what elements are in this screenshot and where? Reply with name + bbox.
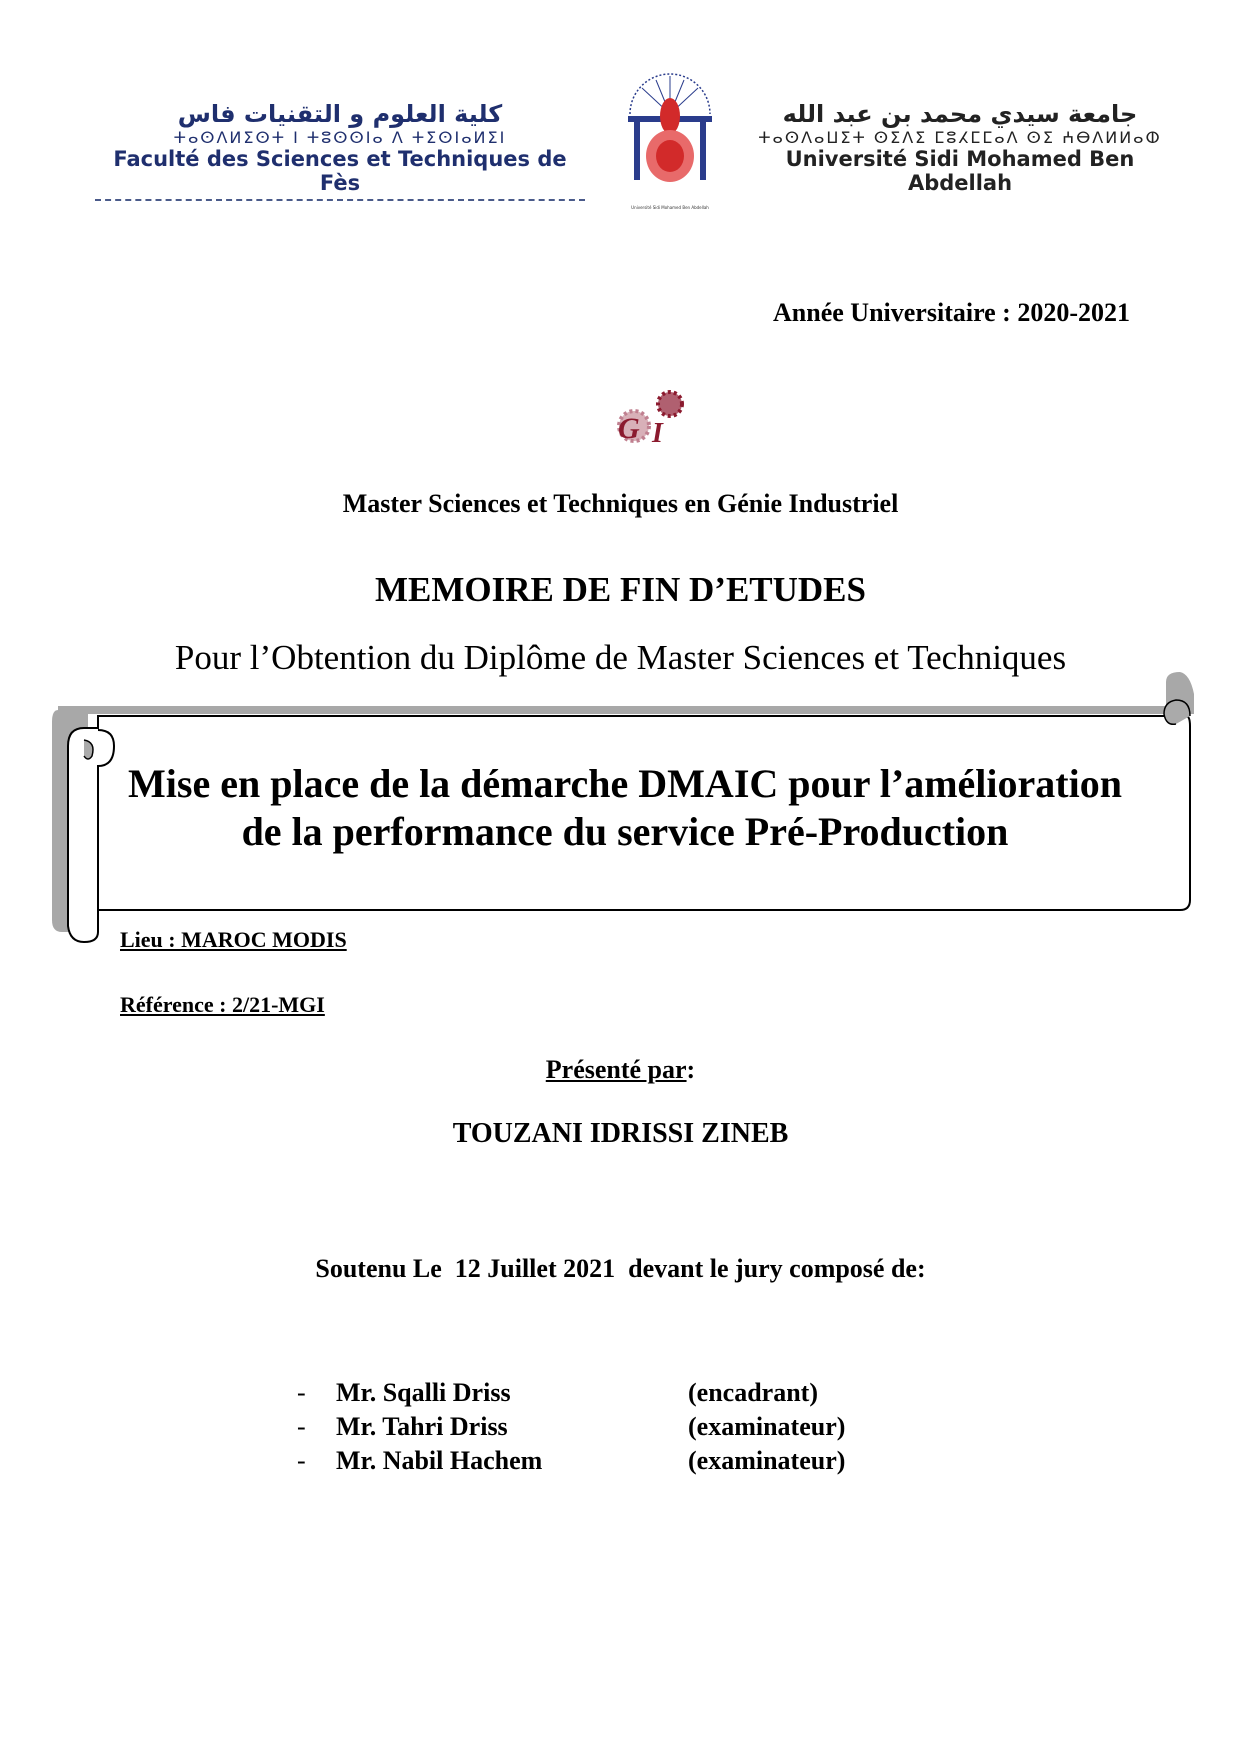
usmba-tifinagh-name: ⵜⴰⵙⴷⴰⵡⵉⵜ ⵙⵉⴷⵉ ⵎⵓⵃⵎⵎⴰⴷ ⵙⵉ ⵄⴱⴷⵍⵍⴰⵀ [758, 128, 1162, 147]
list-dash: - [297, 1446, 306, 1475]
fst-french-name: Faculté des Sciences et Techniques de Fè… [113, 147, 567, 195]
seal-caption: Université Sidi Mohamed Ben Abdellah [631, 205, 709, 210]
university-seal: Université Sidi Mohamed Ben Abdellah [622, 66, 718, 210]
usmba-logo: جامعة سيدي محمد بن عبد الله ⵜⴰⵙⴷⴰⵡⵉⵜ ⵙⵉⴷ… [745, 100, 1175, 195]
program-name: Master Sciences et Techniques en Génie I… [342, 489, 899, 518]
scroll-banner [52, 672, 1194, 944]
gi-logo: G I [612, 386, 692, 454]
thesis-title-line-2: de la performance du service Pré-Product… [241, 809, 1009, 854]
presented-by-colon: : [686, 1055, 696, 1084]
gear-icon: G I [617, 390, 684, 449]
svg-text:I: I [651, 418, 664, 449]
jury-name: Mr. Sqalli Driss [336, 1378, 511, 1407]
defense-info: Soutenu Le 12 Juillet 2021 devant le jur… [315, 1254, 926, 1283]
jury-role: (examinateur) [688, 1446, 846, 1475]
author-name: TOUZANI IDRISSI ZINEB [452, 1118, 789, 1149]
academic-year: Année Universitaire : 2020-2021 [773, 298, 1130, 327]
usmba-arabic-name: جامعة سيدي محمد بن عبد الله [782, 100, 1138, 128]
jury-role: (encadrant) [688, 1378, 818, 1407]
location-label: Lieu : MAROC MODIS [120, 927, 347, 952]
jury-role: (examinateur) [688, 1412, 846, 1441]
fst-tifinagh-name: ⵜⴰⵙⴷⵍⵉⵙⵜ ⵏ ⵜⵓⵙⵙⵏⴰ ⴷ ⵜⵉⵙⵏⴰⵍⵉⵏ [173, 128, 507, 147]
list-dash: - [297, 1378, 306, 1407]
reference-label: Référence : 2/21-MGI [120, 992, 325, 1017]
usmba-french-name: Université Sidi Mohamed Ben Abdellah [785, 147, 1135, 195]
jury-name: Mr. Nabil Hachem [336, 1446, 543, 1475]
presented-by: Présenté par: [0, 1055, 1241, 1085]
list-dash: - [297, 1412, 306, 1441]
fst-arabic-name: كلية العلوم و التقنيات فاس [177, 100, 503, 128]
fst-dashed-rule [95, 199, 585, 201]
document-type: MEMOIRE DE FIN D’ETUDES [374, 570, 866, 609]
fst-logo: كلية العلوم و التقنيات فاس ⵜⴰⵙⴷⵍⵉⵙⵜ ⵏ ⵜⵓ… [95, 100, 585, 201]
svg-text:G: G [618, 412, 640, 445]
thesis-title-line-1: Mise en place de la démarche DMAIC pour … [128, 761, 1122, 806]
thesis-title: Mise en place de la démarche DMAIC pour … [50, 760, 1200, 856]
presented-by-label: Présenté par [545, 1055, 687, 1084]
seal-emblem-icon [628, 73, 712, 182]
jury-name: Mr. Tahri Driss [336, 1412, 508, 1441]
purpose-line: Pour l’Obtention du Diplôme de Master Sc… [174, 638, 1067, 677]
